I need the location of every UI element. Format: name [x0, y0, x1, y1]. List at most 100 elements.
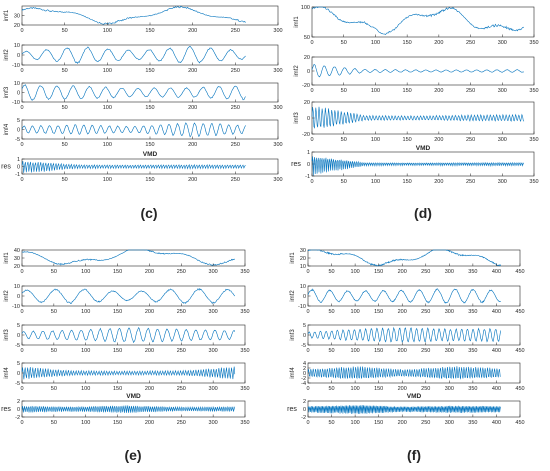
- y-tick-label: -10: [298, 304, 306, 310]
- series-label-imf4: imf4: [4, 367, 10, 379]
- x-tick-label: 250: [177, 309, 186, 315]
- x-tick-label: 150: [145, 177, 154, 183]
- series-label-imf1: imf1: [4, 252, 10, 264]
- series-line-imf4: [21, 122, 246, 138]
- x-tick-label: 200: [398, 386, 407, 392]
- x-tick-label: 250: [231, 177, 240, 183]
- x-tick-label: 350: [240, 420, 249, 426]
- y-tick-label: 0: [17, 333, 20, 339]
- x-tick-label: 350: [468, 386, 477, 392]
- y-tick-label: 2: [303, 399, 306, 405]
- x-tick-label: 200: [434, 137, 443, 143]
- x-tick-label: 100: [103, 142, 112, 148]
- y-tick-label: 10: [14, 43, 20, 49]
- x-tick-label: 350: [529, 40, 538, 46]
- y-tick-label: -2: [301, 415, 306, 421]
- x-tick-label: 200: [398, 269, 407, 275]
- subplot-imf1: 20 30 imf1 0 50 100 150 200 250 300: [4, 5, 283, 34]
- x-tick-label: 250: [421, 269, 430, 275]
- y-tick-label: -10: [12, 100, 20, 106]
- series-label-imf2: imf2: [4, 290, 10, 302]
- x-tick-label: 250: [177, 348, 186, 354]
- y-tick-label: 0: [17, 53, 20, 59]
- x-tick-label: 50: [51, 309, 57, 315]
- x-tick-label: 50: [51, 269, 57, 275]
- x-tick-label: 450: [515, 420, 524, 426]
- x-tick-label: 100: [371, 179, 380, 185]
- x-tick-label: 300: [445, 269, 454, 275]
- x-tick-label: 250: [231, 68, 240, 74]
- x-tick-label: 200: [398, 309, 407, 315]
- y-tick-label: -1: [305, 174, 310, 180]
- x-tick-label: 150: [403, 179, 412, 185]
- x-tick-label: 50: [341, 137, 347, 143]
- x-tick-label: 0: [20, 28, 23, 34]
- y-tick-label: 20: [304, 100, 310, 106]
- y-tick-label: -10: [12, 63, 20, 69]
- x-tick-label: 0: [20, 269, 23, 275]
- x-tick-label: 300: [273, 105, 282, 111]
- x-tick-label: 0: [20, 105, 23, 111]
- axes-frame: [21, 44, 279, 66]
- y-tick-label: -10: [12, 304, 20, 310]
- x-tick-label: 250: [421, 309, 430, 315]
- x-tick-label: 300: [498, 40, 507, 46]
- x-tick-label: 350: [529, 88, 538, 94]
- x-tick-label: 250: [466, 137, 475, 143]
- series-line-imf3: [21, 84, 246, 101]
- x-tick-label: 200: [188, 177, 197, 183]
- y-tick-label: 0: [17, 128, 20, 134]
- y-tick-label: 0: [17, 407, 20, 413]
- x-tick-label: 0: [20, 309, 23, 315]
- x-tick-label: 50: [51, 420, 57, 426]
- x-tick-label: 100: [371, 88, 380, 94]
- series-line-imf2: [311, 64, 525, 78]
- axes-frame: [311, 6, 535, 38]
- x-tick-label: 350: [468, 420, 477, 426]
- series-label-imf2: imf2: [294, 65, 300, 77]
- x-tick-label: 0: [20, 348, 23, 354]
- x-tick-label: 150: [374, 348, 383, 354]
- x-tick-label: 350: [240, 269, 249, 275]
- series-label-res: res: [1, 406, 11, 413]
- x-tick-label: 450: [515, 386, 524, 392]
- x-tick-label: 50: [62, 105, 68, 111]
- vmd-title: VMD: [143, 151, 158, 158]
- x-tick-label: 300: [498, 179, 507, 185]
- x-tick-label: 300: [273, 28, 282, 34]
- y-tick-label: -1: [15, 172, 20, 178]
- series-label-imf4: imf4: [4, 123, 10, 135]
- x-tick-label: 0: [306, 309, 309, 315]
- x-tick-label: 250: [231, 105, 240, 111]
- x-tick-label: 400: [492, 309, 501, 315]
- x-tick-label: 150: [403, 88, 412, 94]
- series-label-imf1: imf1: [290, 252, 296, 264]
- x-tick-label: 0: [306, 269, 309, 275]
- vmd-title: VMD: [126, 393, 141, 400]
- series-line-imf3: [307, 326, 501, 343]
- y-tick-label: 5: [17, 118, 20, 124]
- x-tick-label: 400: [492, 420, 501, 426]
- series-line-imf4: [307, 366, 501, 380]
- x-tick-label: 0: [20, 142, 23, 148]
- x-tick-label: 250: [177, 386, 186, 392]
- x-tick-label: 0: [310, 40, 313, 46]
- x-tick-label: 300: [445, 348, 454, 354]
- series-line-imf4: [21, 366, 236, 380]
- x-tick-label: 200: [434, 40, 443, 46]
- x-tick-label: 200: [188, 28, 197, 34]
- x-tick-label: 450: [515, 309, 524, 315]
- x-tick-label: 100: [351, 269, 360, 275]
- series-label-imf3: imf3: [4, 86, 10, 98]
- x-tick-label: 200: [398, 420, 407, 426]
- x-tick-label: 100: [81, 348, 90, 354]
